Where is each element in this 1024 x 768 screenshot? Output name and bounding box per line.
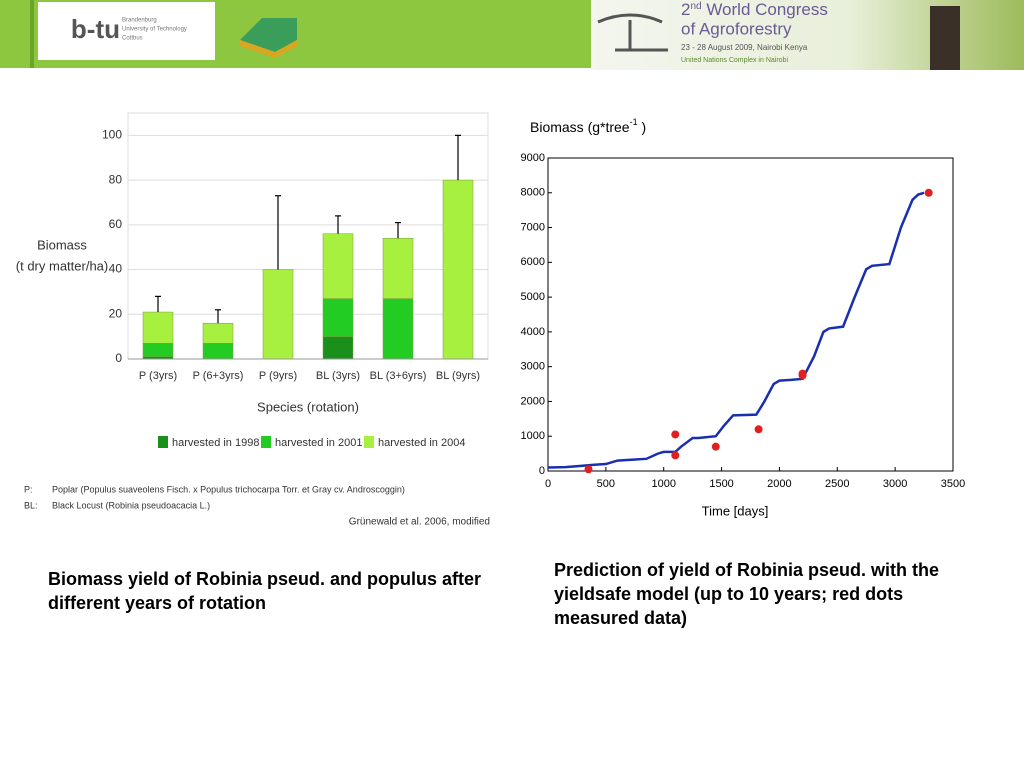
- y-axis-label-sup: -1: [630, 117, 638, 127]
- y-axis-label-end: ): [638, 119, 647, 135]
- measured-point: [584, 465, 593, 474]
- logo-icon: [240, 18, 297, 52]
- x-tick-label: 3500: [941, 478, 965, 490]
- x-tick-label: 2000: [767, 478, 791, 490]
- bar-segment: [382, 237, 414, 299]
- bar-segment: [322, 336, 354, 360]
- model-line: [547, 191, 925, 469]
- y-axis-label: Biomass: [37, 237, 87, 252]
- congress-venue: United Nations Complex in Nairobi: [681, 57, 788, 64]
- banner-tree: [597, 13, 668, 52]
- x-tick-label: 1000: [651, 478, 675, 490]
- congress-number: 2: [681, 0, 690, 19]
- note-key: BL:: [24, 500, 38, 510]
- bar-segment: [322, 233, 354, 299]
- x-axis-label: Species (rotation): [257, 399, 359, 414]
- y-tick-label: 20: [109, 306, 123, 320]
- legend-label: harvested in 2001: [275, 437, 362, 449]
- y-tick-label: 0: [539, 465, 545, 477]
- bar-segment: [382, 298, 414, 360]
- legend-swatch: [364, 436, 374, 448]
- y-tick-label: 6000: [521, 256, 545, 268]
- y-tick-label: 3000: [521, 361, 545, 373]
- y-tick-label: 60: [109, 217, 123, 231]
- logo-box: [38, 2, 215, 60]
- measured-point: [671, 430, 680, 439]
- caption: Biomass yield of Robinia pseud. and popu…: [48, 569, 482, 613]
- y-tick-label: 80: [109, 172, 123, 186]
- bar-segment: [442, 179, 474, 360]
- y-tick-label: 8000: [521, 187, 545, 199]
- error-bar: [395, 221, 401, 239]
- bar-segment: [202, 322, 234, 344]
- x-axis-label: Time [days]: [702, 503, 769, 518]
- x-tick-label: BL (3yrs): [316, 370, 360, 382]
- y-axis-label-text: Biomass (g*tree: [530, 119, 630, 135]
- legend-label: harvested in 1998: [172, 437, 259, 449]
- caption: Prediction of yield of Robinia pseud. wi…: [554, 560, 940, 628]
- x-tick-label: BL (3+6yrs): [370, 370, 427, 382]
- legend-swatch: [158, 436, 168, 448]
- measured-point: [671, 451, 680, 460]
- y-tick-label: 7000: [521, 221, 545, 233]
- x-tick-label: 500: [597, 478, 615, 490]
- x-tick-label: BL (9yrs): [436, 370, 480, 382]
- measured-point: [711, 442, 720, 451]
- logo-line: Brandenburg: [122, 18, 157, 24]
- x-tick-label: P (9yrs): [259, 370, 297, 382]
- y-tick-label: 9000: [521, 152, 545, 164]
- error-bar: [155, 295, 161, 313]
- note-key: P:: [24, 484, 33, 494]
- error-bar: [275, 195, 281, 270]
- logo-mark: b-tu: [71, 14, 120, 44]
- y-axis-label: Biomass (g*tree-1 ): [530, 117, 646, 134]
- bar-segment: [322, 298, 354, 337]
- x-tick-label: 2500: [825, 478, 849, 490]
- logo-icon-base: [240, 40, 297, 58]
- error-bar: [455, 134, 461, 181]
- plot-area: [127, 112, 489, 360]
- plot-area: [547, 157, 954, 472]
- source: Grünewald et al. 2006, modified: [349, 517, 490, 528]
- y-tick-label: 5000: [521, 291, 545, 303]
- bar-segment: [142, 311, 174, 344]
- header-stripe: [30, 0, 34, 68]
- measured-point: [924, 188, 933, 197]
- y-tick-label: 40: [109, 262, 123, 276]
- congress-title-text: World Congress: [702, 0, 828, 19]
- error-bar: [335, 215, 341, 234]
- note-text: Black Locust (Robinia pseudoacacia L.): [52, 500, 210, 510]
- y-tick-label: 2000: [521, 395, 545, 407]
- congress-title: 2nd World Congress: [681, 0, 828, 19]
- legend-label: harvested in 2004: [378, 437, 465, 449]
- y-tick-label: 1000: [521, 430, 545, 442]
- measured-point: [754, 425, 763, 434]
- bar-segment: [262, 269, 294, 360]
- congress-subtitle: of Agroforestry: [681, 19, 792, 38]
- x-tick-label: 0: [545, 478, 551, 490]
- y-tick-label: 0: [115, 351, 122, 365]
- bar-segment: [202, 343, 234, 360]
- x-tick-label: P (6+3yrs): [193, 370, 244, 382]
- congress-sup: nd: [690, 1, 701, 12]
- y-tick-label: 4000: [521, 326, 545, 338]
- note-text: Poplar (Populus suaveolens Fisch. x Popu…: [52, 484, 405, 494]
- y-axis-label: (t dry matter/ha): [16, 258, 108, 273]
- measured-point: [798, 371, 807, 380]
- banner-photo: [930, 6, 960, 70]
- error-bar: [215, 309, 221, 324]
- x-tick-label: 1500: [709, 478, 733, 490]
- logo-line: University of Technology: [122, 27, 187, 33]
- legend-swatch: [261, 436, 271, 448]
- bar-segment: [142, 343, 174, 358]
- x-tick-label: 3000: [883, 478, 907, 490]
- congress-date: 23 - 28 August 2009, Nairobi Kenya: [681, 43, 808, 52]
- x-tick-label: P (3yrs): [139, 370, 177, 382]
- logo-line: Cottbus: [122, 36, 143, 42]
- y-tick-label: 100: [102, 128, 122, 142]
